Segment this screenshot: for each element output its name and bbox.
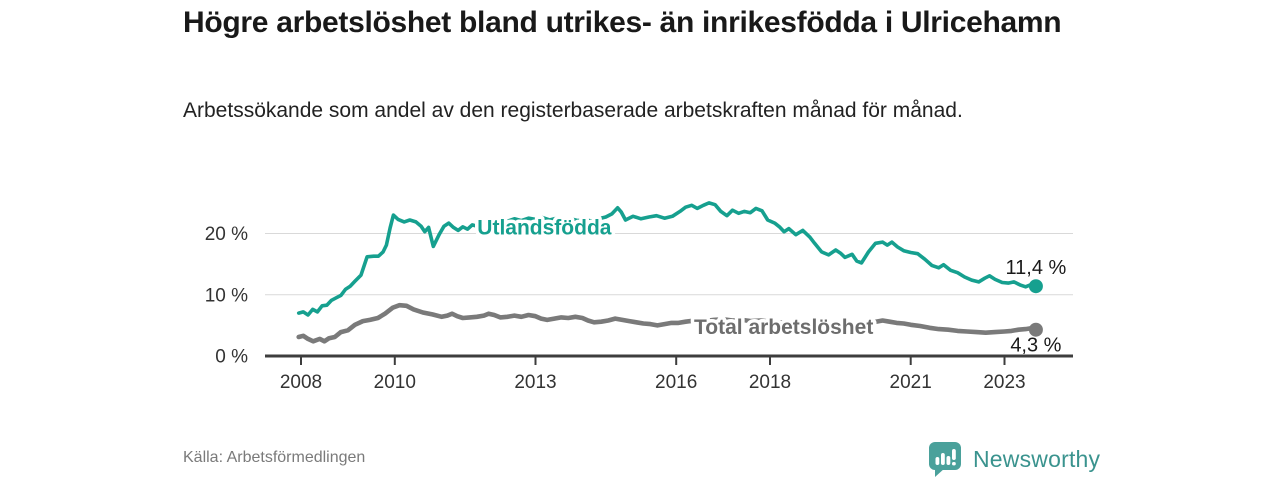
x-tick-label: 2016 [655,372,697,393]
x-tick-label: 2018 [749,372,791,393]
series-line-utlandsfodda [296,201,1038,317]
x-tick-label: 2023 [983,372,1025,393]
x-tick-label: 2010 [374,372,416,393]
source-note: Källa: Arbetsförmedlingen [183,449,366,466]
x-tick-label: 2008 [280,372,322,393]
end-value-label-total: 4,3 % [1010,335,1061,357]
end-value-label-utlandsfodda: 11,4 % [1006,257,1067,279]
y-tick-label: 10 % [205,285,248,306]
newsworthy-logo-icon [929,442,961,477]
x-tick-label: 2021 [890,372,932,393]
series-label-utlandsfodda: Utlandsfödda [477,217,611,240]
series-line-total [296,302,1039,344]
chart-title: Högre arbetslöshet bland utrikes- än inr… [183,6,1062,39]
series-end-dot-total [1028,322,1043,337]
x-tick-label: 2013 [514,372,556,393]
chart-subtitle: Arbetssökande som andel av den registerb… [183,99,963,122]
y-tick-label: 20 % [205,224,248,245]
series-end-dot-utlandsfodda [1028,279,1043,294]
series-label-total: Total arbetslöshet [694,316,873,339]
newsworthy-wordmark: Newsworthy [973,445,1101,472]
newsworthy-logo: Newsworthy [926,440,1100,478]
y-tick-label: 0 % [215,347,248,368]
